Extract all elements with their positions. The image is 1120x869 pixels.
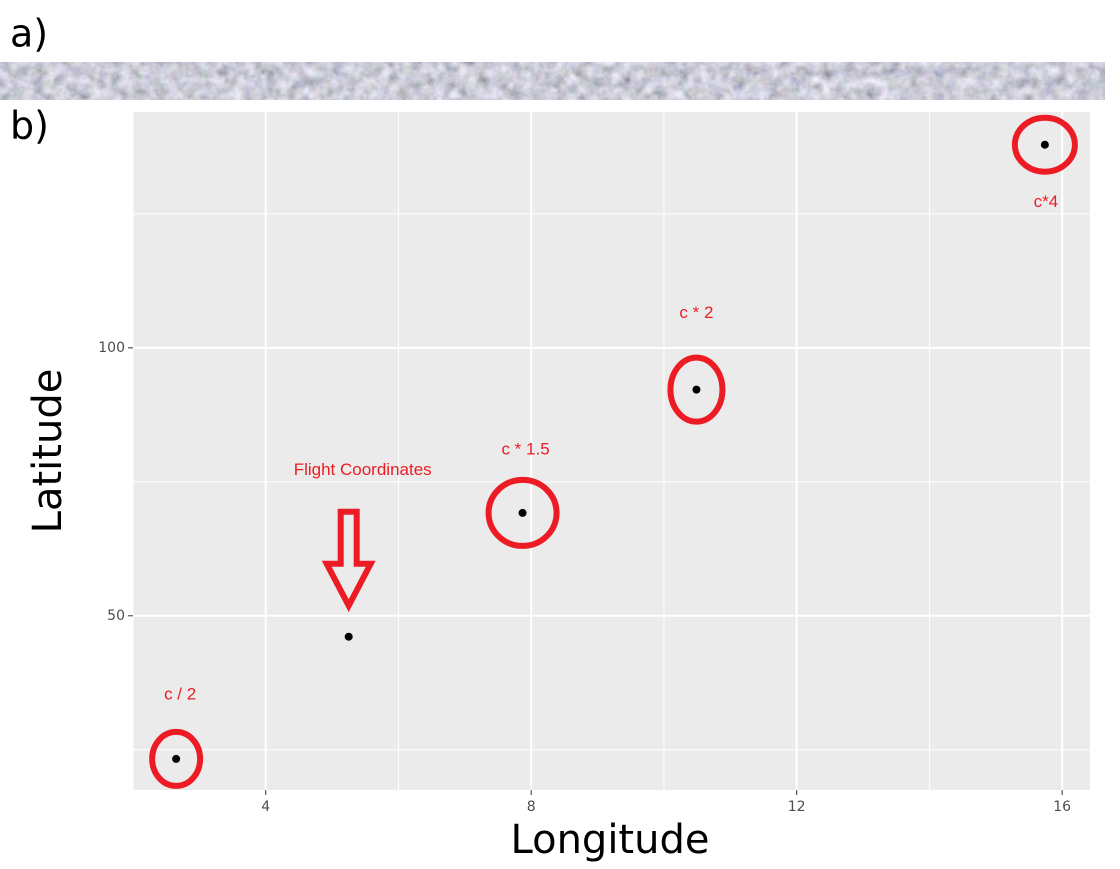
- highlight-ring: [1011, 114, 1078, 175]
- arrow: [321, 508, 376, 613]
- point: [344, 632, 353, 641]
- panel-label: b): [10, 104, 49, 148]
- point: [1040, 140, 1049, 149]
- panel-label: a): [10, 12, 48, 56]
- highlight-ring: [667, 354, 726, 425]
- x-tick-label: 12: [788, 799, 806, 815]
- image-strip: [0, 62, 1105, 100]
- y-tick-label: 50: [107, 608, 125, 624]
- point: [172, 754, 181, 763]
- y-axis-title: Latitude: [25, 369, 71, 534]
- highlight-ring: [485, 476, 560, 549]
- x-tick-label: 4: [261, 799, 270, 815]
- point: [518, 508, 527, 517]
- highlight-ring: [149, 728, 204, 789]
- x-axis-title: Longitude: [511, 817, 710, 863]
- annotation: c * 2: [679, 303, 713, 322]
- annotation: c / 2: [164, 684, 196, 703]
- x-tick-label: 8: [527, 799, 536, 815]
- annotation: Flight Coordinates: [294, 460, 432, 479]
- x-tick-label: 16: [1053, 799, 1071, 815]
- y-tick-label: 100: [98, 340, 125, 356]
- plot-background: [133, 112, 1090, 790]
- point: [692, 385, 701, 394]
- annotation: c * 1.5: [501, 439, 549, 458]
- annotation: c*4: [1034, 192, 1059, 211]
